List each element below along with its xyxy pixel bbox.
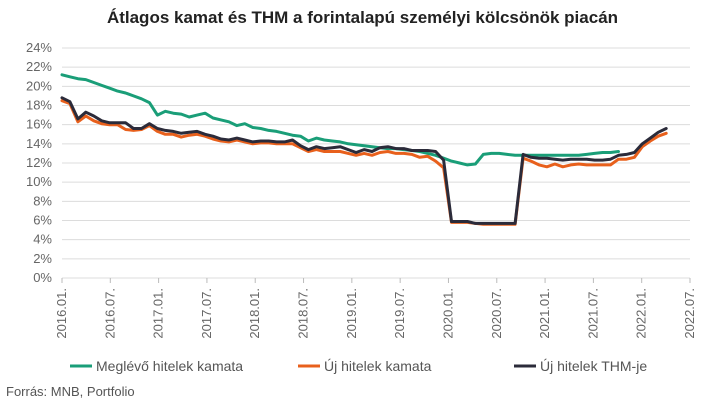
legend-label: Meglévő hitelek kamata [96,358,243,374]
y-tick-label: 22% [26,59,52,74]
x-tick-label: 2017.01. [151,288,166,339]
x-tick-label: 2018.01. [247,288,262,339]
y-tick-label: 18% [26,98,52,113]
x-tick-label: 2018.07. [296,288,311,339]
x-tick-label: 2021.01. [537,288,552,339]
x-tick-label: 2020.07. [489,288,504,339]
y-tick-label: 16% [26,117,52,132]
series-line-3 [60,96,668,225]
x-tick-label: 2019.01. [344,288,359,339]
x-tick-label: 2021.07. [585,288,600,339]
legend-label: Új hitelek kamata [324,358,432,374]
y-tick-label: 2% [33,251,52,266]
x-tick-label: 2020.01. [440,288,455,339]
y-tick-label: 20% [26,78,52,93]
x-tick-label: 2022.01. [634,288,649,339]
y-tick-label: 8% [33,193,52,208]
x-tick-label: 2017.07. [199,288,214,339]
series-line-2 [60,99,668,226]
x-tick-label: 2016.01. [54,288,69,339]
source-note: Forrás: MNB, Portfolio [6,384,135,399]
y-tick-label: 10% [26,174,52,189]
y-tick-label: 4% [33,232,52,247]
y-tick-label: 0% [33,270,52,285]
x-tick-label: 2022.07. [682,288,697,339]
legend-label: Új hitelek THM-je [540,358,647,374]
y-tick-label: 12% [26,155,52,170]
y-tick-label: 6% [33,213,52,228]
x-tick-label: 2019.07. [392,288,407,339]
chart-title: Átlagos kamat és THM a forintalapú szemé… [106,8,619,27]
y-tick-label: 24% [26,40,52,55]
x-tick-label: 2016.07. [102,288,117,339]
y-tick-label: 14% [26,136,52,151]
